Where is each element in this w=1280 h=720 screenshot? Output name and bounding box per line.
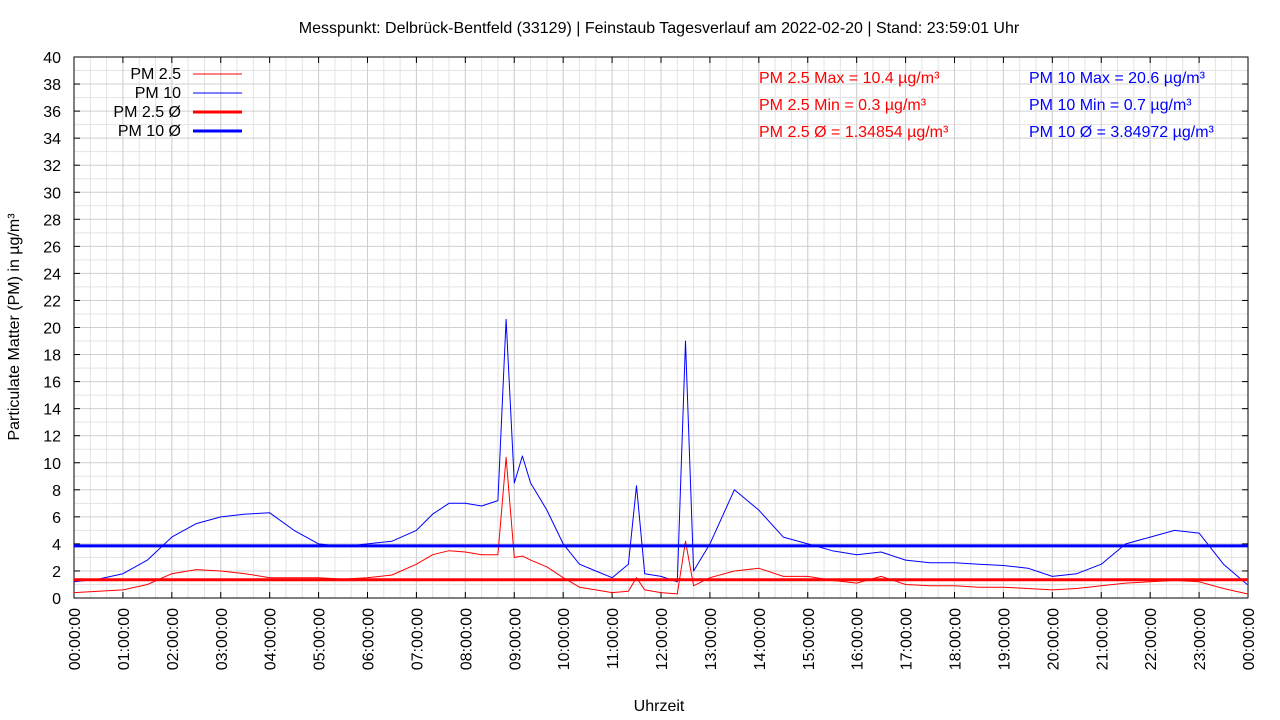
x-tick-label: 01:00:00	[116, 608, 133, 670]
x-tick-label: 16:00:00	[850, 608, 867, 670]
x-tick-label: 20:00:00	[1045, 608, 1062, 670]
series-line-pm-10	[73, 318, 1248, 585]
x-tick-label: 05:00:00	[312, 608, 329, 670]
series-line-pm-2-5	[73, 456, 1248, 595]
y-tick-label: 2	[52, 564, 61, 581]
x-tick-label: 21:00:00	[1094, 608, 1111, 670]
annotation-pm10-avg: PM 10 Ø = 3.84972 µg/m³	[1029, 124, 1215, 141]
x-tick-label: 07:00:00	[409, 608, 426, 670]
x-tick-label: 02:00:00	[165, 608, 182, 670]
x-tick-label: 14:00:00	[752, 608, 769, 670]
x-tick-label: 04:00:00	[263, 608, 280, 670]
y-tick-label: 0	[52, 591, 61, 608]
legend-label-pm-2-5: PM 2.5	[130, 66, 181, 83]
y-tick-label: 24	[43, 266, 61, 283]
y-tick-label: 38	[43, 77, 61, 94]
x-tick-label: 10:00:00	[556, 608, 573, 670]
x-tick-label: 03:00:00	[214, 608, 231, 670]
y-tick-label: 8	[52, 483, 61, 500]
grid	[73, 56, 1249, 599]
x-tick-label: 06:00:00	[361, 608, 378, 670]
x-tick-label: 13:00:00	[703, 608, 720, 670]
y-tick-label: 12	[43, 429, 61, 446]
x-tick-label: 22:00:00	[1143, 608, 1160, 670]
legend-label-pm-10-avg: PM 10 Ø	[118, 123, 181, 140]
y-tick-label: 16	[43, 375, 61, 392]
y-tick-label: 4	[52, 537, 61, 554]
plot-frame	[73, 56, 1249, 599]
x-tick-label: 00:00:00	[1241, 608, 1258, 670]
annotation-pm10-min: PM 10 Min = 0.7 µg/m³	[1029, 97, 1192, 114]
y-tick-label: 30	[43, 185, 61, 202]
y-tick-label: 22	[43, 293, 61, 310]
x-tick-label: 11:00:00	[605, 608, 622, 669]
x-tick-label: 15:00:00	[801, 608, 818, 670]
annotation-pm10-max: PM 10 Max = 20.6 µg/m³	[1029, 70, 1206, 87]
y-tick-label: 40	[43, 50, 61, 67]
y-axis-label: Particulate Matter (PM) in µg/m³	[6, 213, 23, 441]
annotation-pm25-min: PM 2.5 Min = 0.3 µg/m³	[759, 97, 927, 114]
x-axis-label: Uhrzeit	[634, 698, 685, 715]
y-tick-label: 28	[43, 212, 61, 229]
annotation-pm25-max: PM 2.5 Max = 10.4 µg/m³	[759, 70, 940, 87]
annotations: PM 2.5 Max = 10.4 µg/m³ PM 2.5 Min = 0.3 …	[759, 70, 1215, 141]
x-tick-label: 00:00:00	[67, 608, 84, 670]
x-tick-label: 18:00:00	[948, 608, 965, 670]
x-tick-label: 23:00:00	[1192, 608, 1209, 670]
y-tick-label: 26	[43, 239, 61, 256]
y-tick-label: 36	[43, 104, 61, 121]
legend-label-pm-10: PM 10	[135, 85, 181, 102]
y-tick-label: 14	[43, 402, 61, 419]
x-tick-label: 19:00:00	[996, 608, 1013, 670]
legend: PM 2.5 PM 10 PM 2.5 Ø PM 10 Ø	[113, 66, 242, 140]
x-tick-label: 12:00:00	[654, 608, 671, 670]
legend-label-pm-2-5-avg: PM 2.5 Ø	[113, 104, 181, 121]
x-tick-label: 08:00:00	[458, 608, 475, 670]
y-tick-label: 6	[52, 510, 61, 527]
annotation-pm25-avg: PM 2.5 Ø = 1.34854 µg/m³	[759, 124, 949, 141]
y-tick-label: 20	[43, 321, 61, 338]
chart-title: Messpunkt: Delbrück-Bentfeld (33129) | F…	[299, 20, 1020, 37]
x-tick-label: 17:00:00	[899, 608, 916, 670]
y-tick-label: 32	[43, 158, 61, 175]
y-tick-label: 34	[43, 131, 61, 148]
y-tick-label: 10	[43, 456, 61, 473]
axis-ticks: 024681012141618202224262830323436384000:…	[43, 50, 1258, 670]
y-tick-label: 18	[43, 348, 61, 365]
series-group	[73, 318, 1248, 595]
x-tick-label: 09:00:00	[507, 608, 524, 670]
